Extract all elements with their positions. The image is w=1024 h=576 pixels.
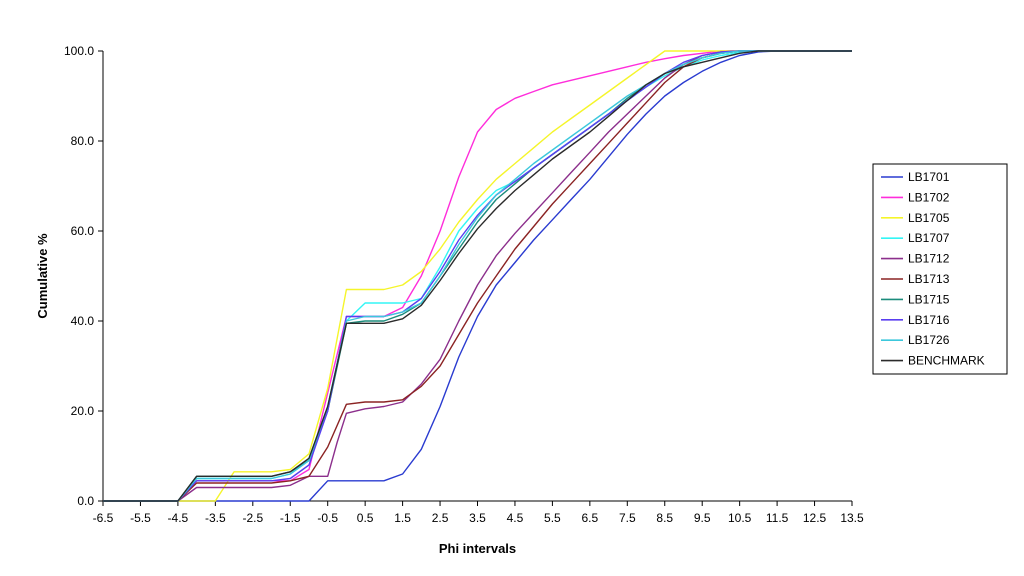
x-tick-label: 13.5 — [840, 511, 864, 525]
legend-label: LB1705 — [908, 211, 950, 225]
series-line-lb1726 — [103, 50, 852, 502]
y-tick-label: 20.0 — [71, 404, 95, 418]
series-line-lb1712 — [103, 50, 852, 502]
legend-item: BENCHMARK — [881, 354, 985, 368]
y-tick-label: 80.0 — [71, 134, 95, 148]
series-line-lb1713 — [103, 50, 852, 502]
legend-items: LB1701 LB1702 LB1705 LB1707 LB1712 LB1713 LB17… — [881, 170, 985, 368]
x-tick-label: 11.5 — [766, 511, 789, 525]
legend-label: LB1702 — [908, 190, 950, 204]
x-tick-label: -5.5 — [130, 511, 151, 525]
series-line-lb1705 — [103, 50, 852, 502]
x-tick-label: 3.5 — [469, 511, 486, 525]
y-tick-label: 40.0 — [71, 314, 95, 328]
legend-item: LB1712 — [881, 252, 950, 266]
y-tick-label: 60.0 — [71, 224, 95, 238]
legend: LB1701 LB1702 LB1705 LB1707 LB1712 LB1713 LB17… — [872, 163, 1008, 375]
legend-item: LB1705 — [881, 211, 950, 225]
x-tick-label: 8.5 — [656, 511, 673, 525]
series-lines — [103, 50, 852, 502]
legend-label: LB1712 — [908, 252, 950, 266]
legend-label: LB1715 — [908, 292, 950, 306]
legend-item: LB1715 — [881, 292, 950, 306]
x-tick-label: 7.5 — [619, 511, 636, 525]
x-tick-label: 4.5 — [507, 511, 524, 525]
legend-label: LB1716 — [908, 313, 950, 327]
legend-label: LB1701 — [908, 170, 950, 184]
x-tick-label: 6.5 — [582, 511, 599, 525]
legend-item: LB1726 — [881, 333, 950, 347]
legend-item: LB1713 — [881, 272, 950, 286]
x-tick-label: 9.5 — [694, 511, 711, 525]
x-tick-label: -1.5 — [280, 511, 301, 525]
x-tick-label: 2.5 — [432, 511, 449, 525]
x-tick-label: 12.5 — [803, 511, 827, 525]
x-axis-title: Phi intervals — [439, 541, 516, 556]
x-tick-label: 1.5 — [394, 511, 411, 525]
axes — [98, 50, 853, 506]
series-line-lb1707 — [103, 50, 852, 502]
legend-item: LB1701 — [881, 170, 950, 184]
series-line-lb1716 — [103, 50, 852, 502]
tick-labels: 0.0 20.0 40.0 60.0 80.0 100.0 -6.5 -5.5 -4.5 -3.5… — [64, 44, 864, 525]
legend-label: LB1726 — [908, 333, 950, 347]
legend-label: BENCHMARK — [908, 354, 985, 368]
series-line-benchmark — [103, 50, 852, 502]
series-line-lb1701 — [103, 50, 852, 502]
x-tick-label: 0.5 — [357, 511, 374, 525]
y-tick-label: 0.0 — [77, 494, 94, 508]
x-tick-label: -0.5 — [317, 511, 338, 525]
x-tick-label: -6.5 — [93, 511, 114, 525]
y-tick-label: 100.0 — [64, 44, 94, 58]
legend-item: LB1716 — [881, 313, 950, 327]
legend-label: LB1713 — [908, 272, 950, 286]
x-tick-label: -3.5 — [205, 511, 226, 525]
legend-box — [872, 163, 1008, 375]
series-line-lb1715 — [103, 50, 852, 502]
legend-item: LB1707 — [881, 231, 950, 245]
x-tick-label: -2.5 — [242, 511, 263, 525]
legend-label: LB1707 — [908, 231, 950, 245]
series-line-lb1702 — [103, 50, 852, 502]
y-axis-title: Cumulative % — [35, 233, 50, 319]
x-tick-label: -4.5 — [168, 511, 189, 525]
x-tick-label: 10.5 — [728, 511, 752, 525]
x-tick-label: 5.5 — [544, 511, 561, 525]
legend-item: LB1702 — [881, 190, 950, 204]
